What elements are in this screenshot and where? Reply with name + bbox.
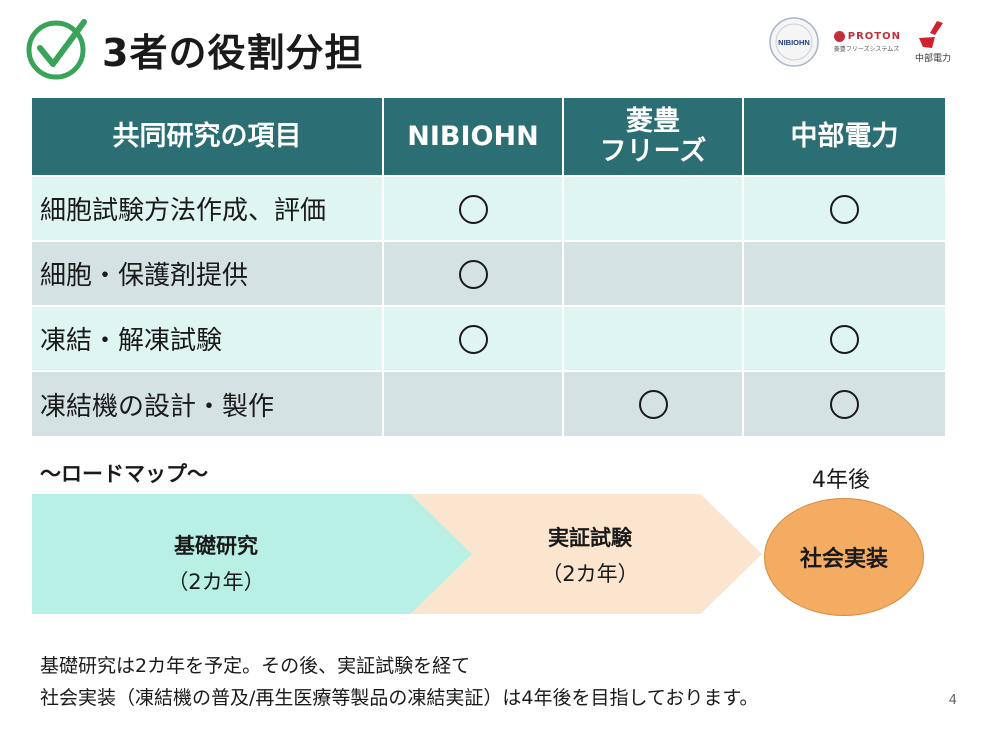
step2-text: 実証試験 （2カ年） [490,520,690,592]
role-cell [383,370,564,436]
role-cell [743,370,945,436]
roadmap-label: ～ロードマップ～ [40,462,208,486]
role-cell [383,240,564,306]
summary-text: 基礎研究は2カ年を予定。その後、実証試験を経て 社会実装（凍結機の普及/再生医療… [40,650,758,714]
proton-logo-sub: 菱豊フリーズシステムズ [833,46,900,53]
chubu-logo-text: 中部電力 [914,54,951,64]
circle-mark-icon [638,390,668,419]
row-item-label: 細胞試験方法作成、評価 [32,175,384,241]
nibiohn-logo-text: NIBIOHN [778,38,810,47]
circle-mark-icon [830,390,859,419]
chubu-mark-icon [918,21,943,48]
proton-logo-name: PROTON [847,31,901,42]
goal-timing: 4年後 [812,468,870,493]
roles-table: 共同研究の項目 NIBIOHN 菱豊 フリーズ 中部電力 細胞試験方法作成、評価… [32,98,945,436]
proton-dot-icon [833,31,845,42]
circle-mark-icon [458,324,488,354]
table-row: 凍結機の設計・製作 [32,370,945,436]
role-cell [563,240,744,306]
table-row: 凍結・解凍試験 [32,305,945,371]
role-cell [743,175,945,241]
circle-mark-icon [830,194,859,224]
row-item-label: 細胞・保護剤提供 [32,240,384,306]
partner-logos: NIBIOHN PROTON 菱豊フリーズシステムズ 中部電力 [768,16,951,68]
role-cell [383,175,564,241]
nibiohn-logo: NIBIOHN [769,17,819,67]
goal-label: 社会実装 [799,547,888,572]
circle-mark-icon [458,259,488,289]
step1-duration: （2カ年） [167,570,265,594]
header-item: 共同研究の項目 [32,98,384,176]
title-row: 3者の役割分担 [26,14,363,84]
role-cell [563,305,744,371]
page-number: 4 [948,693,957,708]
roadmap-step-basic-research [32,494,472,614]
goal-ellipse: 社会実装 [764,498,924,616]
step1-title: 基礎研究 [174,534,258,558]
header-nibiohn: NIBIOHN [383,98,564,176]
role-cell [743,240,945,306]
chubu-logo: 中部電力 [915,20,951,64]
circle-mark-icon [458,194,488,224]
row-item-label: 凍結機の設計・製作 [32,370,384,436]
summary-line-2: 社会実装（凍結機の普及/再生医療等製品の凍結実証）は4年後を目指しております。 [40,687,759,709]
role-cell [563,175,744,241]
step2-duration: （2カ年） [541,562,639,586]
step2-title: 実証試験 [548,526,632,550]
page-title: 3者の役割分担 [102,30,364,75]
step1-text: 基礎研究 （2カ年） [116,528,316,600]
role-cell [563,370,744,436]
summary-line-1: 基礎研究は2カ年を予定。その後、実証試験を経て [40,655,471,677]
role-cell [383,305,564,371]
header-ryoho: 菱豊 フリーズ [563,98,744,176]
role-cell [743,305,945,371]
checkmark-icon [26,19,87,80]
header-chubu: 中部電力 [743,98,945,176]
table-row: 細胞試験方法作成、評価 [32,175,945,241]
row-item-label: 凍結・解凍試験 [32,305,384,371]
proton-logo: PROTON 菱豊フリーズシステムズ [833,31,901,53]
circle-mark-icon [830,324,859,354]
table-row: 細胞・保護剤提供 [32,240,945,306]
table-header-row: 共同研究の項目 NIBIOHN 菱豊 フリーズ 中部電力 [32,98,945,176]
